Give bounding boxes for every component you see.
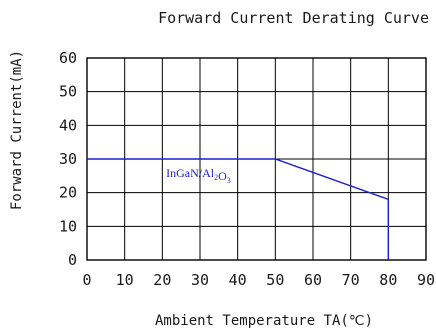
series-group: [87, 158, 390, 260]
y-axis-title: Forward Current(mA): [9, 50, 25, 210]
x-tick-label: 70: [342, 271, 360, 289]
y-tick-label: 30: [59, 150, 77, 168]
y-tick-labels: 0 10 20 30 40 50 60: [59, 49, 77, 269]
x-tick-label: 60: [304, 271, 322, 289]
x-tick-label: 40: [229, 271, 247, 289]
y-tick-label: 20: [59, 184, 77, 202]
x-tick-label: 80: [379, 271, 397, 289]
y-tick-label: 60: [59, 49, 77, 67]
x-tick-label: 10: [116, 271, 134, 289]
x-tick-label: 50: [266, 271, 284, 289]
x-tick-label: 30: [191, 271, 209, 289]
series-line: [87, 158, 390, 260]
x-tick-label: 0: [82, 271, 91, 289]
chart-title: Forward Current Derating Curve: [158, 9, 429, 27]
y-tick-label: 50: [59, 83, 77, 101]
x-tick-label: 90: [417, 271, 435, 289]
x-tick-label: 20: [153, 271, 171, 289]
y-tick-label: 10: [59, 217, 77, 235]
y-tick-label: 0: [68, 251, 77, 269]
y-tick-label: 40: [59, 116, 77, 134]
x-tick-labels: 0 10 20 30 40 50 60 70 80 90: [82, 271, 435, 289]
x-axis-title: Ambient Temperature TA(℃): [155, 313, 373, 329]
series-label-group: InGaN/Al2O3: [166, 166, 231, 185]
series-label: InGaN/Al2O3: [166, 166, 231, 185]
